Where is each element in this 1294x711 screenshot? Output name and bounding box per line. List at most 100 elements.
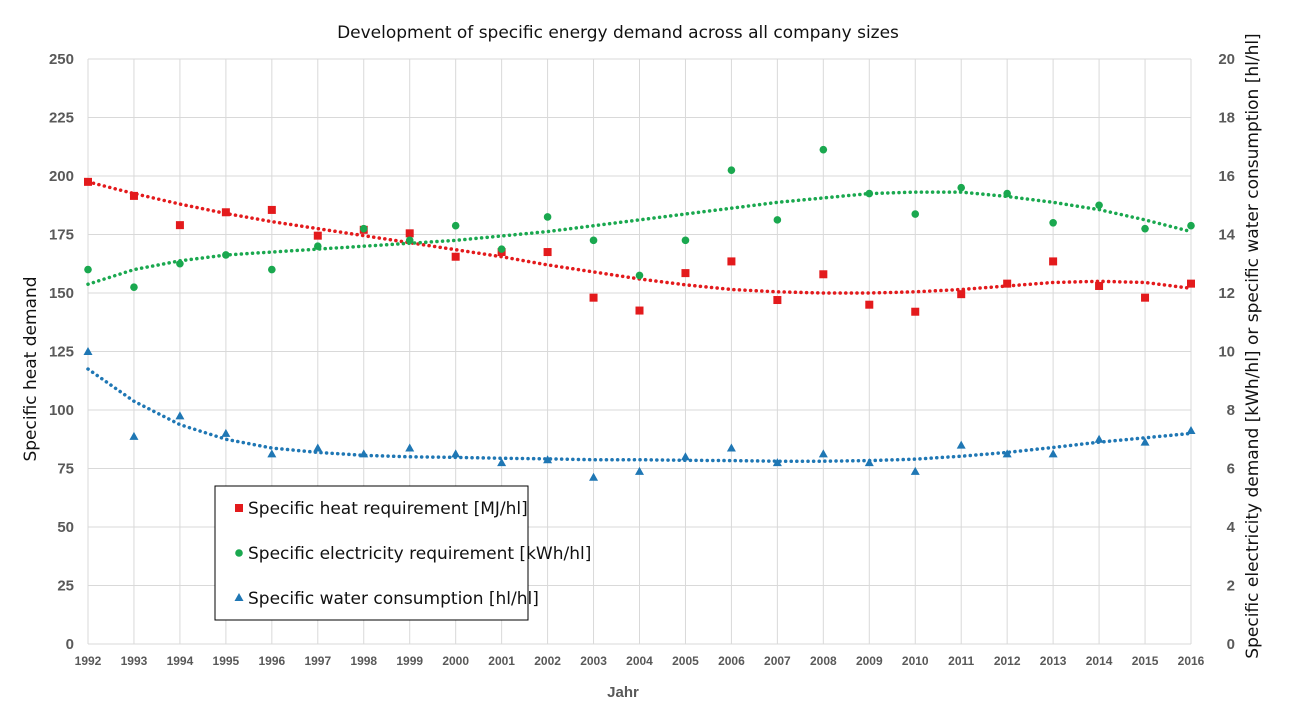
- x-tick-label: 2013: [1040, 654, 1067, 668]
- water-point-2009: [864, 458, 874, 467]
- left-y-tick-label: 25: [57, 578, 74, 595]
- grid-layer: [87, 58, 1192, 645]
- heat-point-2014: [1095, 281, 1104, 290]
- right-y-tick-label: 10: [1218, 344, 1235, 361]
- water-point-1997: [313, 443, 323, 452]
- electricity-point-2001: [497, 245, 506, 253]
- left-y-tick-label: 0: [66, 636, 74, 653]
- water-point-2008: [818, 449, 828, 458]
- electricity-point-1992: [84, 265, 92, 274]
- left-y-tick-label: 100: [49, 402, 74, 419]
- electricity-point-1995: [222, 251, 230, 259]
- heat-point-2007: [773, 296, 782, 305]
- electricity-point-2013: [1049, 219, 1057, 227]
- x-tick-label: 2009: [856, 654, 883, 668]
- right-y-tick-label: 18: [1218, 110, 1235, 127]
- heat-point-2008: [819, 270, 828, 279]
- trendline-series-3: [86, 367, 1193, 463]
- water-point-1999: [405, 443, 415, 452]
- heat-point-2015: [1141, 293, 1150, 302]
- heat-point-2010: [911, 307, 920, 316]
- electricity-point-2010: [911, 210, 920, 218]
- water-point-1994: [175, 411, 185, 420]
- x-tick-label: 2012: [994, 654, 1021, 668]
- water-point-2010: [910, 466, 920, 475]
- legend-marker-electricity: [235, 549, 243, 557]
- water-point-2002: [543, 455, 553, 464]
- water-point-2012: [1002, 449, 1012, 458]
- electricity-point-2011: [957, 183, 966, 192]
- left-y-tick-label: 50: [57, 519, 74, 536]
- right-y-axis-label: Specific electricity demand [kWh/hl] or …: [1243, 33, 1263, 658]
- water-point-2011: [956, 440, 966, 449]
- electricity-point-1994: [176, 259, 184, 268]
- heat-point-1994: [175, 221, 184, 230]
- x-tick-label: 2005: [672, 654, 699, 668]
- right-y-tick-label: 0: [1227, 636, 1235, 653]
- water-point-2006: [726, 443, 736, 452]
- heat-point-1997: [313, 231, 322, 240]
- heat-point-2009: [865, 300, 874, 309]
- left-y-tick-label: 200: [49, 168, 74, 185]
- x-tick-label: 2003: [580, 654, 607, 668]
- electricity-point-2006: [727, 166, 736, 174]
- x-tick-label: 2007: [764, 654, 791, 668]
- electricity-point-1997: [313, 242, 322, 250]
- x-tick-label: 1998: [350, 654, 377, 668]
- right-y-tick-label: 8: [1227, 402, 1235, 419]
- legend-label-heat: Specific heat requirement [MJ/hl]: [248, 499, 528, 519]
- x-tick-label: 2011: [948, 654, 974, 668]
- water-point-1996: [267, 449, 277, 458]
- heat-point-2000: [451, 252, 460, 261]
- tick-labels-layer: 0 25 50 75 100 125 150 175 200 225 250 0 2 4 6 8 10 12 14 1…: [49, 51, 1236, 668]
- electricity-point-2004: [635, 271, 644, 280]
- legend: Specific heat requirement [MJ/hl] Specif…: [214, 485, 591, 621]
- x-tick-label: 2010: [902, 654, 929, 668]
- electricity-point-1996: [268, 265, 276, 274]
- x-tick-label: 2000: [442, 654, 469, 668]
- heat-point-1995: [221, 208, 230, 217]
- right-y-tick-label: 2: [1227, 578, 1235, 595]
- electricity-point-2000: [451, 221, 460, 230]
- left-y-axis-label: Specific heat demand: [21, 276, 41, 461]
- water-point-1992: [83, 347, 93, 355]
- x-axis-label: Jahr: [607, 684, 639, 701]
- water-point-2007: [772, 458, 782, 467]
- water-point-1995: [221, 428, 231, 437]
- x-tick-label: 2004: [626, 654, 653, 668]
- right-y-tick-label: 16: [1218, 168, 1235, 185]
- water-point-2004: [635, 466, 644, 475]
- x-tick-label: 1995: [213, 654, 240, 668]
- x-tick-label: 1993: [121, 654, 148, 668]
- left-y-tick-label: 75: [57, 461, 74, 478]
- electricity-point-2012: [1003, 189, 1011, 198]
- legend-marker-heat: [235, 504, 243, 512]
- x-tick-label: 2014: [1086, 654, 1113, 668]
- water-point-2013: [1048, 449, 1058, 458]
- water-point-2015: [1140, 437, 1150, 446]
- left-y-tick-label: 225: [49, 110, 74, 127]
- heat-point-1999: [405, 229, 414, 238]
- water-point-2016: [1186, 425, 1196, 434]
- electricity-point-1998: [359, 224, 368, 233]
- water-point-2014: [1094, 434, 1104, 443]
- x-tick-label: 1996: [258, 654, 285, 668]
- electricity-point-2007: [773, 216, 782, 224]
- x-tick-label: 2006: [718, 654, 745, 668]
- legend-marker-water: [234, 593, 244, 601]
- heat-point-1992: [84, 177, 92, 186]
- right-y-tick-label: 4: [1227, 519, 1236, 536]
- electricity-point-2005: [681, 236, 690, 245]
- electricity-point-1993: [130, 283, 138, 291]
- chart-title: Development of specific energy demand ac…: [337, 23, 899, 43]
- right-y-tick-label: 12: [1218, 285, 1235, 302]
- heat-point-2012: [1003, 279, 1012, 288]
- electricity-point-2016: [1187, 221, 1195, 230]
- left-y-tick-label: 175: [49, 227, 74, 244]
- x-tick-label: 1997: [304, 654, 331, 668]
- x-tick-label: 1994: [167, 654, 194, 668]
- left-y-tick-label: 250: [49, 51, 74, 68]
- x-tick-label: 2008: [810, 654, 837, 668]
